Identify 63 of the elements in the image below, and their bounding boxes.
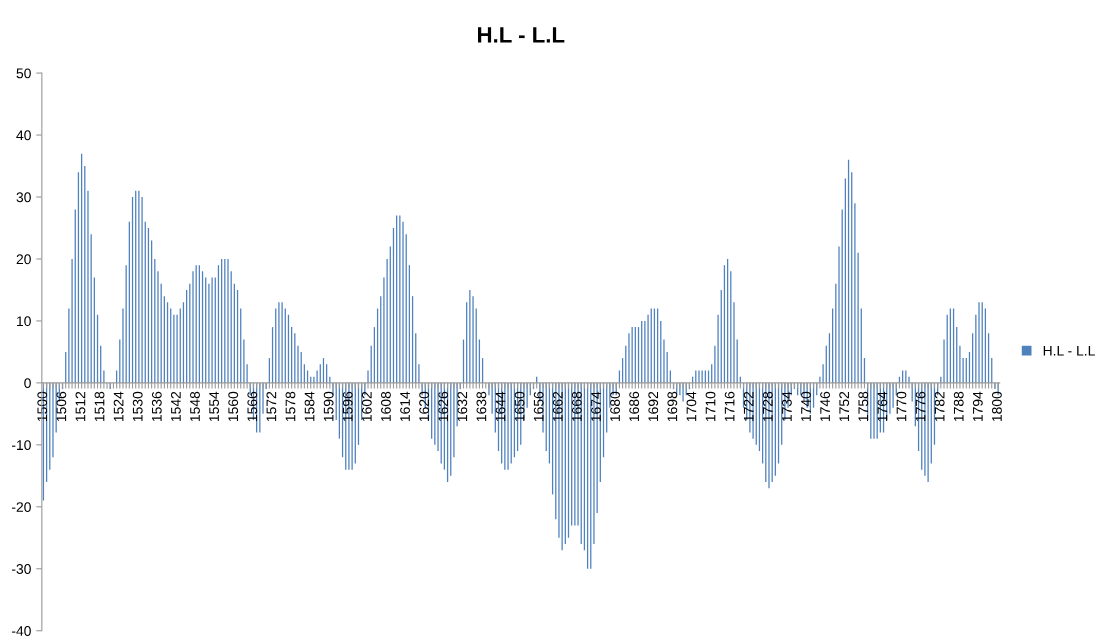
x-tick-label: 1794 bbox=[972, 391, 983, 422]
x-tick-label: 1584 bbox=[304, 391, 315, 422]
x-tick-label: 1644 bbox=[495, 391, 506, 422]
x-tick-label: 1728 bbox=[762, 391, 773, 422]
x-tick-label: 1626 bbox=[438, 391, 449, 422]
y-tick-label: -40 bbox=[11, 626, 31, 636]
x-tick-label: 1746 bbox=[820, 391, 830, 422]
x-tick-label: 1506 bbox=[56, 391, 67, 422]
x-tick-label: 1638 bbox=[476, 391, 487, 422]
x-tick-label: 1704 bbox=[686, 391, 697, 422]
x-tick-label: 1698 bbox=[667, 391, 678, 422]
y-tick-label: 0 bbox=[24, 378, 31, 389]
y-tick-label: 30 bbox=[16, 192, 31, 203]
x-tick-label: 1686 bbox=[629, 391, 640, 422]
x-tick-label: 1680 bbox=[610, 391, 620, 422]
chart-title: H.L - L.L bbox=[478, 27, 565, 43]
x-tick-label: 1740 bbox=[801, 391, 811, 422]
y-tick-label: 50 bbox=[16, 68, 31, 79]
y-tick-label: 40 bbox=[16, 130, 31, 141]
y-tick-label: -10 bbox=[11, 440, 31, 451]
x-tick-label: 1554 bbox=[209, 391, 219, 422]
x-tick-label: 1530 bbox=[132, 391, 143, 422]
legend-label: H.L - L.L bbox=[1043, 345, 1095, 356]
x-tick-label: 1800 bbox=[992, 391, 1002, 422]
x-tick-label: 1578 bbox=[285, 391, 296, 422]
x-tick-label: 1722 bbox=[743, 391, 754, 422]
x-tick-label: 1752 bbox=[839, 391, 850, 422]
y-tick-label: -30 bbox=[11, 564, 31, 574]
x-tick-label: 1764 bbox=[877, 391, 888, 422]
x-tick-label: 1566 bbox=[247, 391, 258, 422]
x-tick-label: 1518 bbox=[94, 391, 105, 422]
y-tick-label: 10 bbox=[17, 316, 31, 327]
x-tick-label: 1542 bbox=[170, 391, 181, 422]
x-tick-label: 1782 bbox=[934, 391, 945, 422]
x-tick-label: 1668 bbox=[571, 391, 582, 422]
x-tick-label: 1500 bbox=[37, 391, 48, 422]
x-tick-label: 1560 bbox=[228, 391, 239, 422]
x-tick-label: 1572 bbox=[266, 391, 277, 422]
x-tick-label: 1602 bbox=[361, 391, 372, 422]
x-tick-label: 1548 bbox=[190, 391, 200, 422]
x-tick-label: 1536 bbox=[151, 391, 162, 422]
x-tick-label: 1596 bbox=[342, 391, 353, 422]
x-tick-label: 1662 bbox=[552, 391, 563, 422]
x-tick-label: 1614 bbox=[400, 391, 410, 422]
x-tick-label: 1524 bbox=[113, 391, 124, 422]
x-tick-label: 1620 bbox=[419, 391, 430, 422]
y-tick-label: 20 bbox=[16, 254, 31, 265]
x-tick-label: 1632 bbox=[457, 391, 468, 422]
x-tick-label: 1734 bbox=[781, 391, 792, 422]
x-tick-label: 1656 bbox=[533, 391, 544, 422]
x-tick-label: 1710 bbox=[705, 391, 716, 422]
x-tick-label: 1650 bbox=[514, 391, 525, 422]
x-tick-label: 1716 bbox=[724, 391, 735, 422]
x-tick-label: 1674 bbox=[591, 391, 601, 422]
x-tick-label: 1776 bbox=[915, 391, 926, 422]
x-tick-label: 1512 bbox=[75, 391, 86, 422]
x-tick-label: 1758 bbox=[858, 391, 869, 422]
x-tick-label: 1788 bbox=[953, 391, 964, 422]
x-tick-label: 1608 bbox=[381, 391, 391, 422]
x-tick-label: 1590 bbox=[323, 391, 334, 422]
x-tick-label: 1692 bbox=[648, 391, 659, 422]
x-tick-label: 1770 bbox=[896, 391, 907, 422]
y-tick-label: -20 bbox=[11, 502, 31, 512]
